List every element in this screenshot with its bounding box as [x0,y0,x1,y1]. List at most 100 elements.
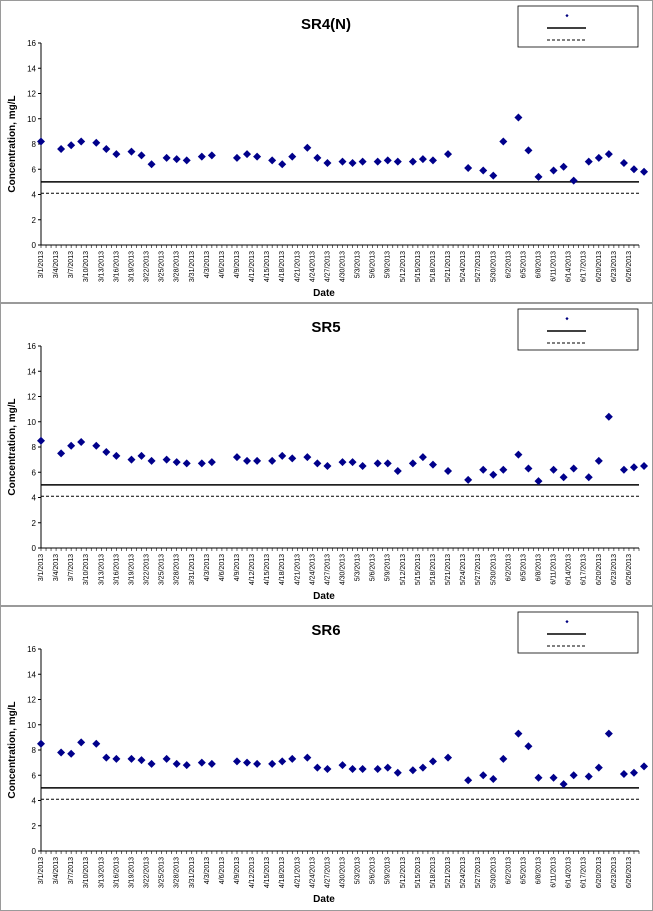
chart2-xtick-label: 4/30/2013 [340,857,347,888]
chart2-data-point [147,759,156,768]
chart1-y-axis-label: Concentration, mg/L [7,398,18,495]
chart1-data-point [147,456,156,465]
chart1-xtick-label: 5/27/2013 [475,554,482,585]
chart2-xtick-label: 3/7/2013 [68,857,75,884]
chart1-xtick-label: 3/25/2013 [159,554,166,585]
chart1-data-point [243,456,252,465]
chart0-data-point [464,163,473,172]
chart1-legend [517,308,639,351]
chart1-xtick-label: 5/6/2013 [370,554,377,581]
chart0-data-point [338,157,347,166]
chart0-data-point [57,145,66,154]
chart1-data-point [393,466,402,475]
chart2-xtick-label: 3/31/2013 [189,857,196,888]
chart2-data-point [338,761,347,770]
chart0-data-point [207,151,216,160]
chart1-data-point [499,465,508,474]
chart0-data-point [112,150,121,159]
chart2-xtick-label: 4/27/2013 [324,857,331,888]
chart1-xtick-label: 4/15/2013 [264,554,271,585]
chart2-data-point [323,764,332,773]
chart0-data-point [323,158,332,167]
chart0-data-point [37,137,45,146]
chart1-xtick-label: 3/31/2013 [189,554,196,585]
chart0-ytick-label: 6 [32,165,37,174]
chart0-xtick-label: 3/13/2013 [98,251,105,282]
chart1-data-point [253,456,262,465]
chart-sr6: SR6 0 2 4 6 8 10 12 14 16 3/1/2013 3/4/2013 3/7/2013… [7,611,649,905]
chart2-y-axis-label: Concentration, mg/L [7,701,18,798]
chart1-data-point [268,456,277,465]
chart0-data-point [489,171,498,180]
chart2-data-point [584,772,593,781]
chart1-data-point [418,453,427,462]
chart2-data-point [278,757,287,766]
chart1-data-point [338,458,347,467]
chart0-xtick-label: 6/26/2013 [626,251,633,282]
chart2-data-point [549,773,558,782]
chart0-data-point [182,156,191,165]
chart1-ytick-label: 2 [32,519,37,528]
chart0-data-point [559,162,568,171]
chart1-data-point [479,465,488,474]
chart0-xtick-label: 4/21/2013 [294,251,301,282]
chart2-xtick-label: 6/2/2013 [505,857,512,884]
chart2-data-point [162,754,171,763]
chart2-xtick-label: 3/10/2013 [83,857,90,888]
chart0-data-point [137,151,146,160]
chart0-data-point [303,143,312,152]
chart0-xtick-label: 5/9/2013 [385,251,392,278]
chart0-xtick-label: 4/30/2013 [340,251,347,282]
chart2-legend [517,611,639,654]
chart2-xtick-label: 5/3/2013 [355,857,362,884]
chart2-data-point [172,759,181,768]
chart-sr4n: SR4(N) 0 2 4 6 8 10 12 14 16 3/1/2013 3/4/2013 3/7/2… [7,5,649,299]
chart1-data-point [444,466,453,475]
chart0-data-point [92,138,101,147]
chart1-data-point [569,464,578,473]
chart0-xtick-label: 3/7/2013 [68,251,75,278]
chart0-xtick-label: 5/24/2013 [460,251,467,282]
chart0-x-axis-label: Date [313,288,335,299]
chart1-xtick-label: 6/8/2013 [535,554,542,581]
chart1-data-point [428,460,437,469]
chart0-data-point [393,157,402,166]
chart2-data-point [348,764,357,773]
chart-panel-sr4n: SR4(N) 0 2 4 6 8 10 12 14 16 3/1/2013 3/4/2013 3/7/2… [0,0,653,303]
chart2-xtick-label: 5/12/2013 [400,857,407,888]
chart1-ytick-label: 14 [27,367,36,376]
chart2-data-point [112,754,121,763]
chart1-data-point [182,459,191,468]
chart1-xtick-label: 6/2/2013 [505,554,512,581]
chart1-data-point [549,465,558,474]
chart0-legend [517,5,639,48]
chart1-xtick-label: 6/14/2013 [566,554,573,585]
chart2-data-point [534,773,543,782]
chart2-xtick-label: 3/16/2013 [113,857,120,888]
chart0-data-point [147,160,156,169]
chart0-data-point [640,167,649,176]
chart0-data-point [268,156,277,165]
chart1-xtick-label: 4/18/2013 [279,554,286,585]
chart2-xtick-label: 5/30/2013 [490,857,497,888]
chart1-data-point [619,465,628,474]
chart2-xtick-label: 4/24/2013 [309,857,316,888]
chart2-data-point [418,763,427,772]
chart1-ytick-label: 4 [32,494,37,503]
chart1-xtick-label: 3/19/2013 [128,554,135,585]
chart2-data-point [514,729,523,738]
chart0-data-point [499,137,508,146]
chart2-data-point [559,780,568,789]
chart2-xtick-label: 5/27/2013 [475,857,482,888]
chart0-data-point [629,165,638,174]
chart1-title: SR5 [311,319,340,336]
chart-sr5: SR5 0 2 4 6 8 10 12 14 16 3/1/2013 3/4/2013 3/7/2013… [7,308,649,602]
chart2-data-point [499,754,508,763]
chart2-data-point [619,769,628,778]
chart2-data-point [408,766,417,775]
chart1-xtick-label: 5/3/2013 [355,554,362,581]
chart0-xtick-label: 6/5/2013 [520,251,527,278]
chart1-xtick-label: 3/10/2013 [83,554,90,585]
chart1-data-point [594,456,603,465]
chart0-xtick-label: 3/16/2013 [113,251,120,282]
